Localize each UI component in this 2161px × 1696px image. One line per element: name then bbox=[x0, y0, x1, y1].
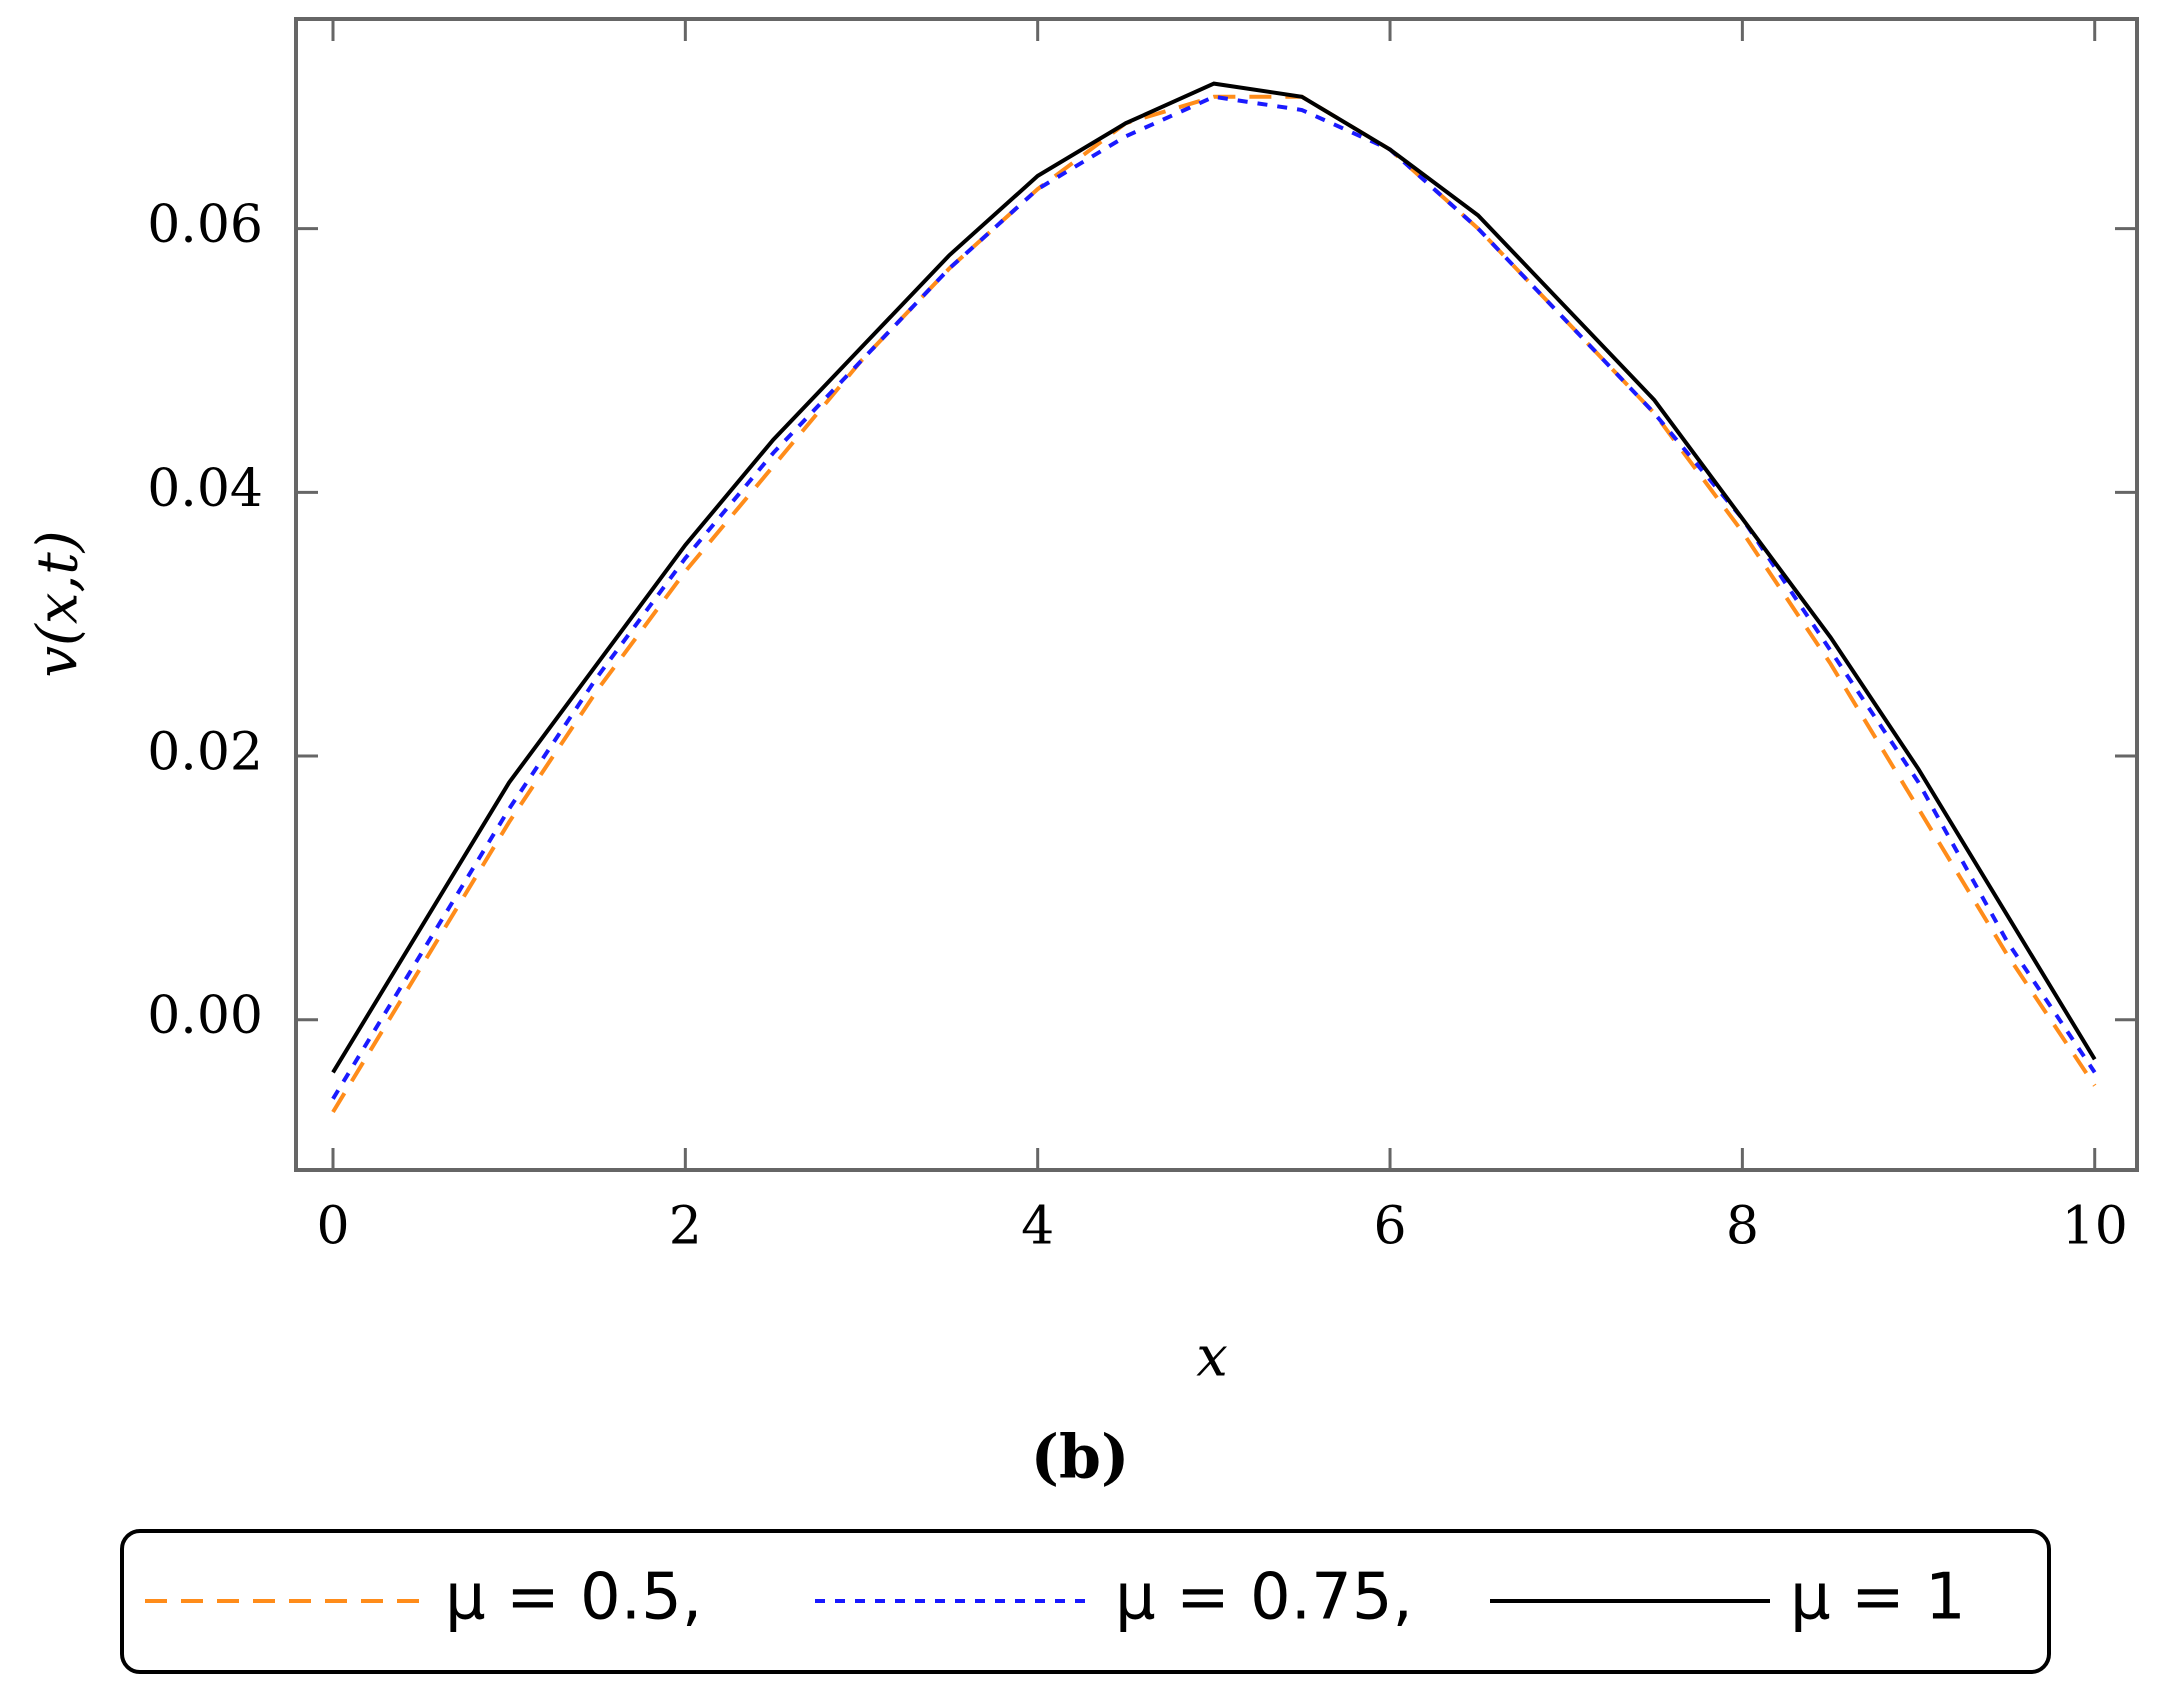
y-tick-label: 0.06 bbox=[147, 195, 263, 255]
legend-label: μ = 1 bbox=[1790, 1561, 1966, 1635]
y-tick-label: 0.04 bbox=[147, 459, 263, 519]
series-line bbox=[331, 94, 2097, 1114]
series-line bbox=[331, 81, 2097, 1074]
y-tick-label: 0.00 bbox=[147, 986, 263, 1046]
x-tick-label: 8 bbox=[1726, 1197, 1759, 1257]
x-tick-label: 0 bbox=[316, 1197, 349, 1257]
x-axis-label: x bbox=[1196, 1325, 1228, 1390]
series-line bbox=[331, 94, 2097, 1100]
x-tick-label: 2 bbox=[669, 1197, 702, 1257]
legend-box bbox=[120, 1529, 2051, 1674]
x-tick-label: 6 bbox=[1373, 1197, 1406, 1257]
legend-label: μ = 0.5, bbox=[445, 1561, 702, 1635]
y-axis-label: v(x,t) bbox=[26, 530, 91, 677]
legend-label: μ = 0.75, bbox=[1115, 1561, 1413, 1635]
caption: (b) bbox=[1031, 1423, 1130, 1493]
plot-frame bbox=[294, 17, 2139, 1172]
x-tick-label: 10 bbox=[2062, 1197, 2128, 1257]
y-tick-label: 0.02 bbox=[147, 723, 263, 783]
x-tick-label: 4 bbox=[1021, 1197, 1054, 1257]
